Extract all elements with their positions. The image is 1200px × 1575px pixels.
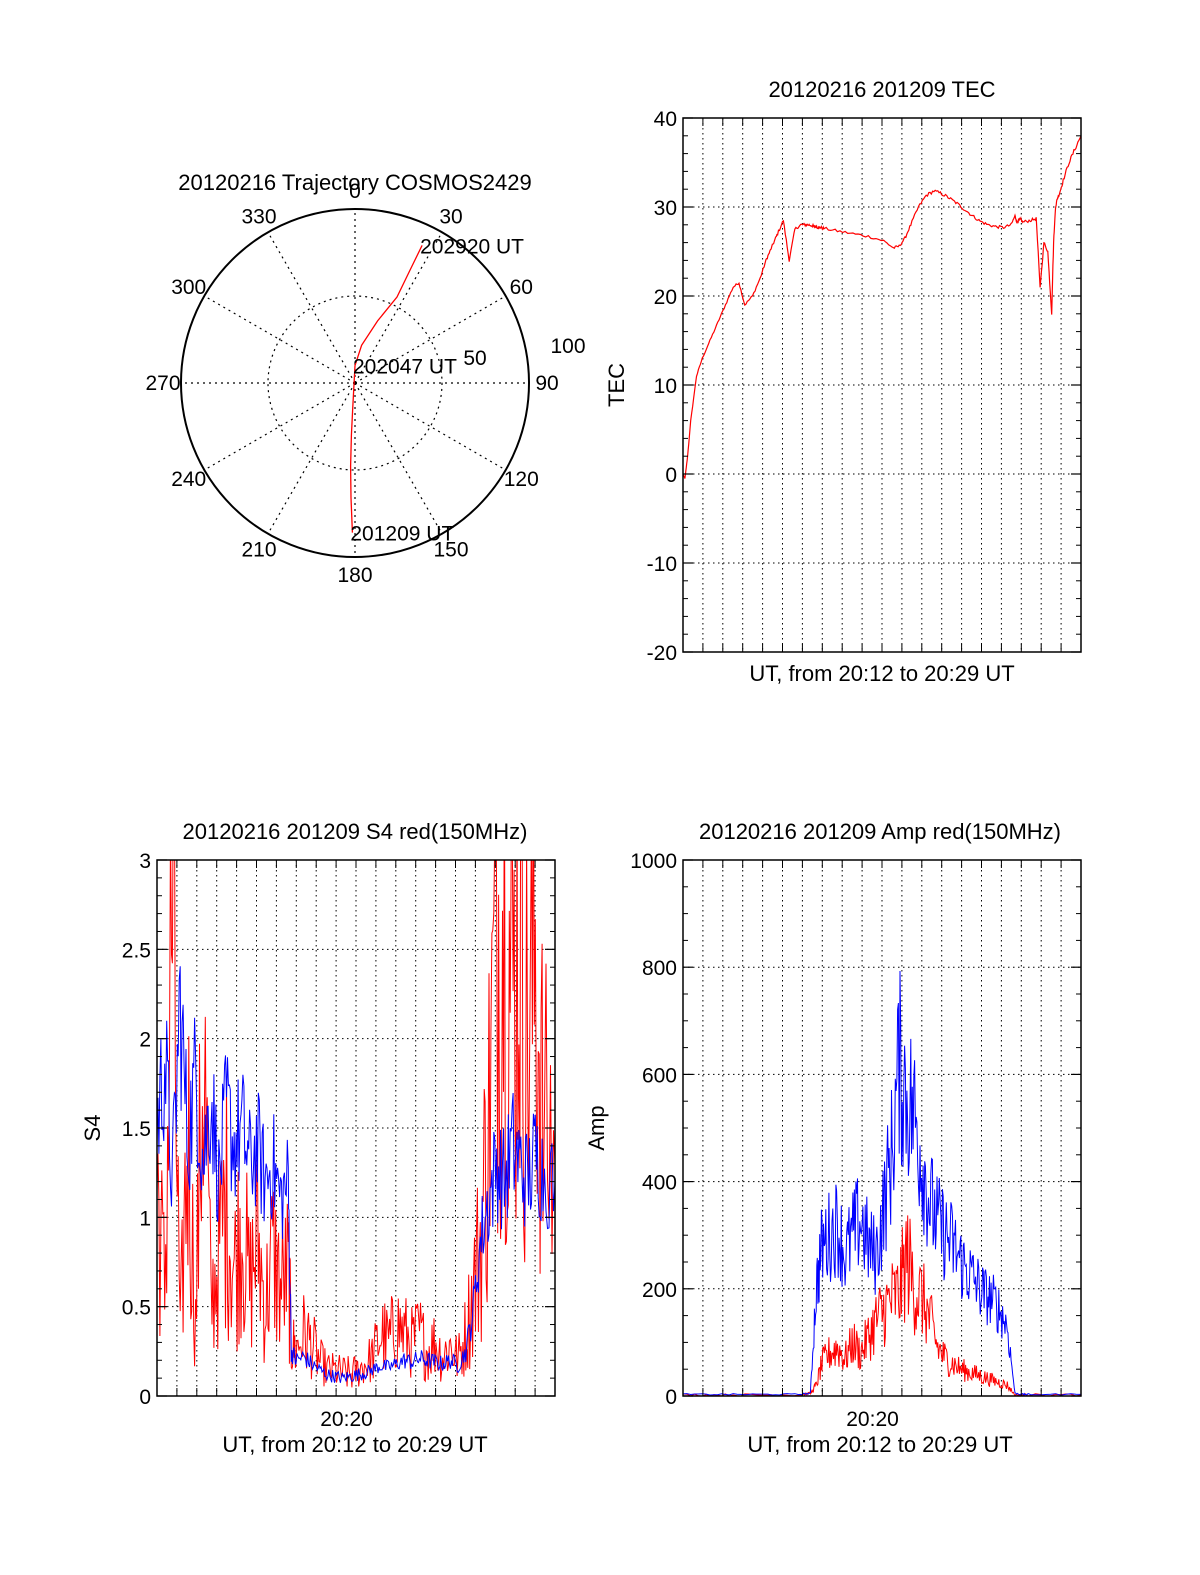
trajectory-polar-plot: 20120216 Trajectory COSMOS2429 0 30 60 90 12… <box>145 170 585 587</box>
y-tick-label: 30 <box>654 197 677 220</box>
s4-series-line <box>157 966 555 1383</box>
polar-azimuth-label: 30 <box>439 206 462 229</box>
tec-chart: 20120216 201209 TEC UT, from 20:12 to 20… <box>604 77 1082 686</box>
polar-azimuth-label: 120 <box>504 468 539 491</box>
polar-grid <box>180 208 530 558</box>
polar-azimuth-labels: 0 30 60 90 120 150 180 210 240 270 300 330 <box>145 180 558 587</box>
s4-ylabel: S4 <box>80 1115 105 1142</box>
polar-spoke <box>267 382 356 534</box>
s4-series-line <box>157 860 555 1388</box>
polar-azimuth-label: 300 <box>171 276 206 299</box>
polar-radial-labels: 50 100 <box>463 335 585 370</box>
trajectory-annotation: 202047 UT <box>353 356 457 379</box>
polar-azimuth-label: 270 <box>145 372 180 395</box>
polar-azimuth-label: 180 <box>337 564 372 587</box>
y-tick-label: 0 <box>665 464 677 487</box>
y-tick-label: 600 <box>642 1064 677 1087</box>
s4-chart: 20120216 201209 S4 red(150MHz) UT, from … <box>80 819 556 1457</box>
trajectory-annotation: 201209 UT <box>350 523 454 546</box>
y-tick-label: 3 <box>139 850 151 873</box>
polar-inner-circle <box>267 295 443 471</box>
polar-radial-label: 50 <box>463 347 486 370</box>
trajectory-annotations: 202920 UT 202047 UT 201209 UT <box>350 235 524 545</box>
x-tick-label: 20:20 <box>846 1408 899 1431</box>
polar-azimuth-label: 0 <box>349 180 361 203</box>
trajectory-title: 20120216 Trajectory COSMOS2429 <box>178 170 531 195</box>
trajectory-annotation: 202920 UT <box>420 235 524 258</box>
tec-series-line <box>683 135 1081 479</box>
polar-radial-label: 100 <box>550 335 585 358</box>
amp-series-line <box>683 970 1081 1396</box>
amp-chart: 20120216 201209 Amp red(150MHz) UT, from… <box>584 819 1082 1457</box>
polar-outer-circle <box>180 208 530 558</box>
y-tick-label: 400 <box>642 1172 677 1195</box>
amp-title: 20120216 201209 Amp red(150MHz) <box>699 819 1061 844</box>
s4-title: 20120216 201209 S4 red(150MHz) <box>183 819 528 844</box>
y-tick-label: 800 <box>642 957 677 980</box>
y-tick-label: 40 <box>654 108 677 131</box>
y-tick-label: 0 <box>665 1386 677 1409</box>
y-tick-label: 20 <box>654 286 677 309</box>
y-tick-label: 1 <box>139 1207 151 1230</box>
y-tick-label: -20 <box>647 642 677 665</box>
polar-azimuth-label: 90 <box>535 372 558 395</box>
y-tick-label: 2 <box>139 1029 151 1052</box>
y-tick-label: -10 <box>647 553 677 576</box>
tec-series-group <box>683 135 1081 479</box>
amp-series-group <box>683 970 1081 1396</box>
y-tick-label: 0.5 <box>122 1297 151 1320</box>
polar-spoke <box>204 382 356 471</box>
polar-spoke <box>354 382 506 471</box>
amp-xlabel: UT, from 20:12 to 20:29 UT <box>747 1432 1012 1457</box>
tec-title: 20120216 201209 TEC <box>768 77 995 102</box>
y-tick-label: 0 <box>139 1386 151 1409</box>
polar-spoke <box>354 382 443 534</box>
amp-series-line <box>683 1215 1081 1396</box>
polar-spoke <box>267 232 356 384</box>
tec-xlabel: UT, from 20:12 to 20:29 UT <box>749 661 1014 686</box>
trajectory-line <box>349 245 423 533</box>
s4-xlabel: UT, from 20:12 to 20:29 UT <box>222 1432 487 1457</box>
trajectory-series <box>349 245 423 533</box>
polar-azimuth-label: 240 <box>171 468 206 491</box>
polar-azimuth-label: 210 <box>241 538 276 561</box>
polar-azimuth-label: 330 <box>241 206 276 229</box>
s4-series-group <box>157 860 555 1388</box>
y-tick-label: 1000 <box>630 850 677 873</box>
polar-spoke <box>354 295 506 384</box>
x-tick-label: 20:20 <box>320 1408 373 1431</box>
y-tick-label: 10 <box>654 375 677 398</box>
amp-ylabel: Amp <box>584 1105 609 1150</box>
y-tick-label: 2.5 <box>122 939 151 962</box>
y-tick-label: 200 <box>642 1279 677 1302</box>
polar-spoke <box>354 232 443 384</box>
polar-spoke <box>204 295 356 384</box>
polar-azimuth-label: 60 <box>510 276 533 299</box>
y-tick-label: 1.5 <box>122 1118 151 1141</box>
polar-azimuth-label: 150 <box>433 538 468 561</box>
tec-ylabel: TEC <box>604 363 629 407</box>
